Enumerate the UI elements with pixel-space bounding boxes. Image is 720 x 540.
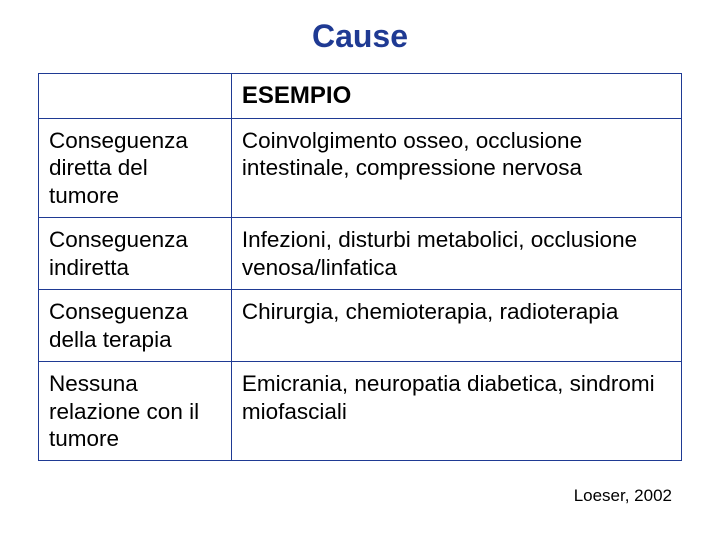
table-header-blank	[39, 74, 232, 119]
row-example: Coinvolgimento osseo, occlusione intesti…	[231, 119, 681, 218]
row-label: Nessuna relazione con il tumore	[39, 362, 232, 461]
table-header-row: ESEMPIO	[39, 74, 682, 119]
row-example: Emicrania, neuropatia diabetica, sindrom…	[231, 362, 681, 461]
table-row: Nessuna relazione con il tumore Emicrani…	[39, 362, 682, 461]
row-label: Conseguenza indiretta	[39, 218, 232, 290]
slide-container: Cause ESEMPIO Conseguenza diretta del tu…	[0, 0, 720, 540]
table-row: Conseguenza indiretta Infezioni, disturb…	[39, 218, 682, 290]
row-label: Conseguenza diretta del tumore	[39, 119, 232, 218]
row-example: Infezioni, disturbi metabolici, occlusio…	[231, 218, 681, 290]
table-header-esempio: ESEMPIO	[231, 74, 681, 119]
cause-table: ESEMPIO Conseguenza diretta del tumore C…	[38, 73, 682, 461]
table-row: Conseguenza della terapia Chirurgia, che…	[39, 290, 682, 362]
table-row: Conseguenza diretta del tumore Coinvolgi…	[39, 119, 682, 218]
citation-text: Loeser, 2002	[574, 486, 672, 506]
slide-title: Cause	[38, 18, 682, 55]
row-label: Conseguenza della terapia	[39, 290, 232, 362]
row-example: Chirurgia, chemioterapia, radioterapia	[231, 290, 681, 362]
